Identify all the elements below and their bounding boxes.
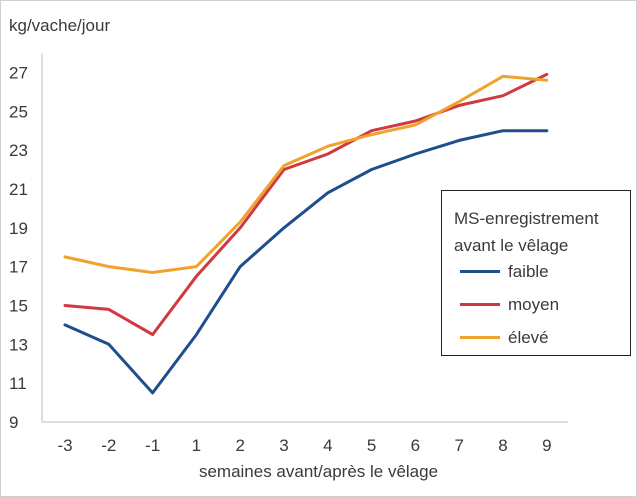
y-tick-label: 27: [9, 63, 28, 82]
series-line-1: [63, 72, 549, 337]
x-tick-label: 4: [323, 436, 332, 455]
x-axis-title: semaines avant/après le vêlage: [198, 462, 439, 481]
legend-swatch-moyen: [460, 303, 500, 306]
x-tick-label: 2: [235, 436, 244, 455]
x-tick-label: 3: [279, 436, 288, 455]
y-tick-label: 19: [9, 219, 28, 238]
legend-title: MS-enregistrement avant le vêlage: [454, 209, 599, 255]
x-tick-label: -1: [145, 436, 160, 455]
x-tick-label: 7: [454, 436, 463, 455]
series-line-2: [63, 74, 549, 274]
y-tick-label: 15: [9, 296, 28, 315]
x-tick-label: 5: [367, 436, 376, 455]
y-tick-label: 17: [9, 258, 28, 277]
y-tick-label: 25: [9, 102, 28, 121]
x-tick-label: 6: [411, 436, 420, 455]
legend-label-moyen: moyen: [508, 295, 560, 314]
legend-label-faible: faible: [508, 262, 549, 281]
series-line-0: [63, 129, 549, 395]
legend-label-eleve: élevé: [508, 328, 549, 347]
legend-swatch-faible: [460, 270, 500, 273]
legend: MS-enregistrement avant le vêlage faible…: [441, 190, 631, 356]
legend-swatch-eleve: [460, 336, 500, 339]
x-tick-label: -3: [57, 436, 72, 455]
x-tick-label: 8: [498, 436, 507, 455]
legend-item-eleve: élevé: [460, 328, 630, 348]
y-axis-unit-label: kg/vache/jour: [9, 16, 111, 35]
x-tick-label: 1: [192, 436, 201, 455]
legend-item-faible: faible: [460, 262, 630, 282]
x-tick-label: 9: [542, 436, 551, 455]
y-tick-label: 9: [9, 413, 18, 432]
y-tick-label: 23: [9, 141, 28, 160]
y-tick-label: 21: [9, 180, 28, 199]
y-tick-label: 11: [9, 374, 27, 393]
y-tick-label: 13: [9, 335, 28, 354]
legend-item-moyen: moyen: [460, 295, 630, 315]
x-tick-label: -2: [101, 436, 116, 455]
